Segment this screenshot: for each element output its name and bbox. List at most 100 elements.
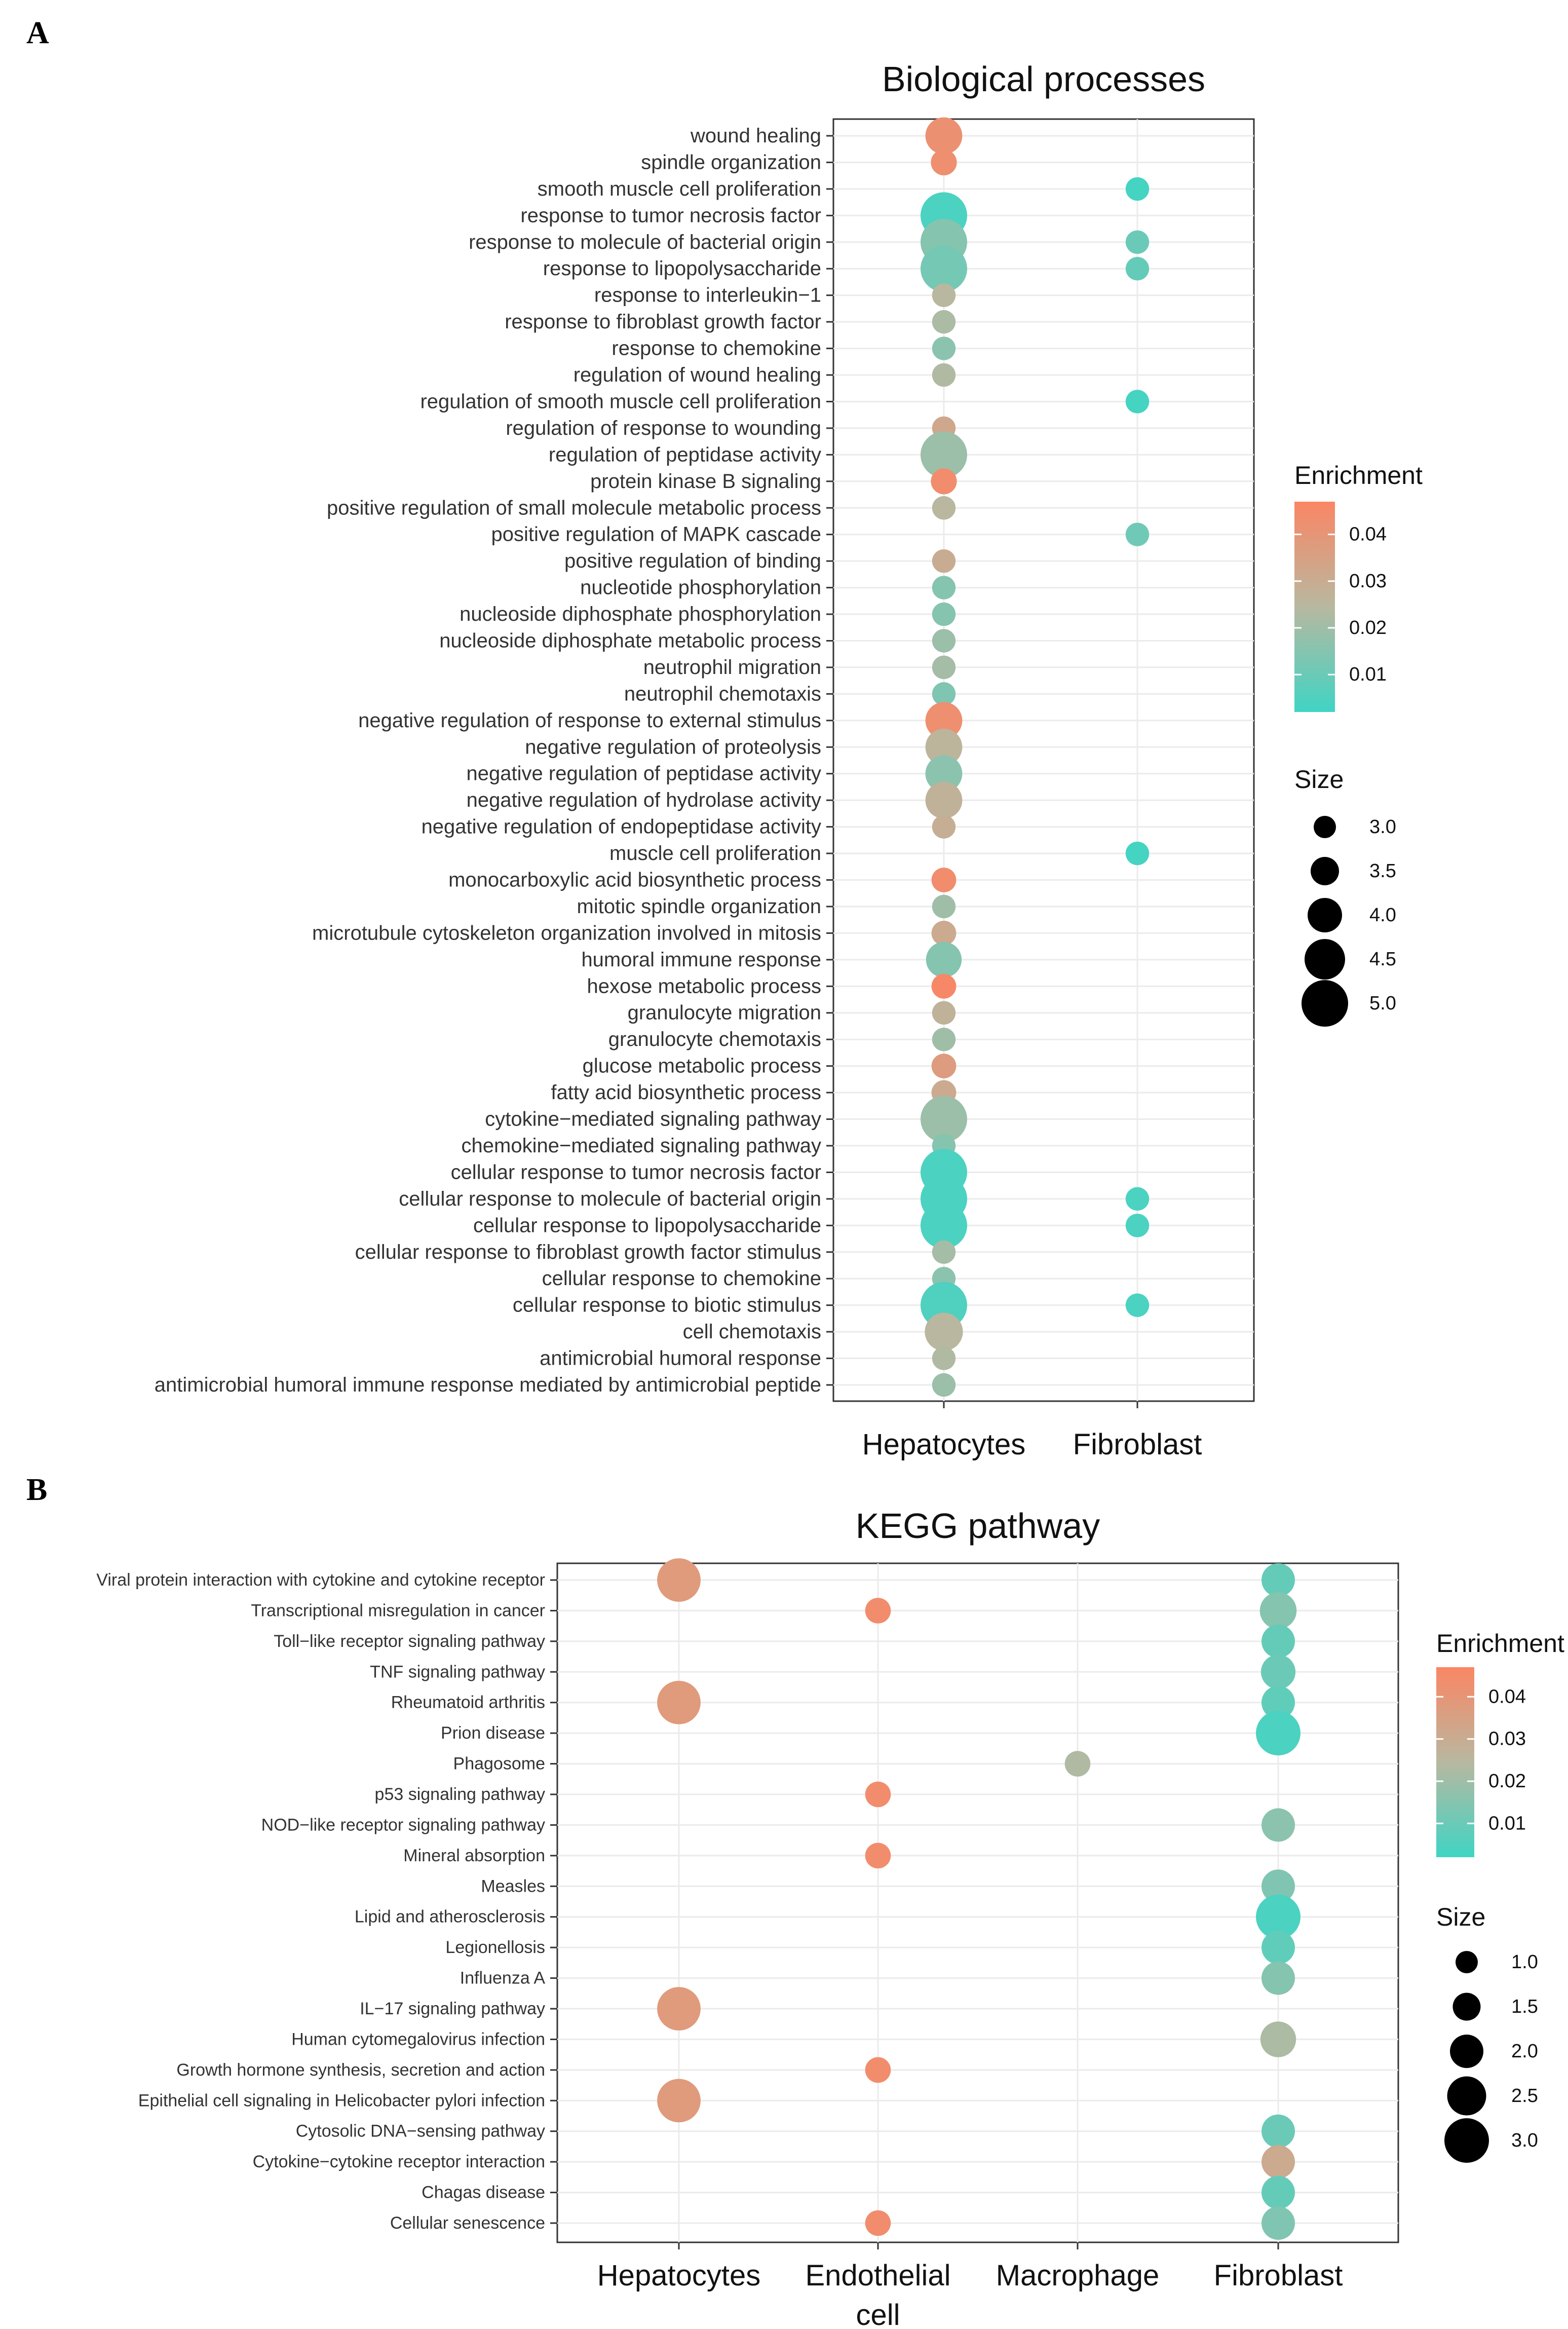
data-point — [1125, 177, 1150, 201]
y-tick-label: cellular response to lipopolysaccharide — [473, 1214, 821, 1236]
data-point — [932, 496, 956, 520]
data-point — [932, 310, 956, 334]
y-tick-label: muscle cell proliferation — [609, 842, 821, 865]
y-tick-label: response to molecule of bacterial origin — [469, 231, 821, 253]
y-tick-label: regulation of smooth muscle cell prolife… — [420, 390, 821, 412]
data-point — [932, 1027, 956, 1051]
legend-size-label: 2.0 — [1511, 2041, 1538, 2062]
y-tick-label: granulocyte migration — [628, 1002, 821, 1024]
legend-size-key — [1314, 816, 1336, 838]
data-point — [931, 468, 957, 495]
y-tick-label: hexose metabolic process — [587, 975, 821, 997]
y-tick-label: Legionellosis — [445, 1938, 545, 1957]
data-point — [932, 283, 956, 307]
y-tick-label: cellular response to fibroblast growth f… — [355, 1241, 821, 1263]
y-tick-label: regulation of peptidase activity — [549, 443, 821, 466]
y-tick-label: Cytokine−cytokine receptor interaction — [253, 2152, 545, 2171]
y-tick-label: nucleoside diphosphate phosphorylation — [460, 603, 821, 625]
x-tick-label-line: Endothelial — [806, 2259, 951, 2292]
legend-size-key — [1447, 2076, 1486, 2116]
y-tick-label: cell chemotaxis — [683, 1321, 821, 1343]
data-point — [1256, 1894, 1301, 1939]
panel-a-biological-processes: Biological processes Hepatocytes Fibroblas… — [155, 59, 1423, 1461]
legend-size-key — [1456, 1951, 1478, 1973]
y-tick-label: Phagosome — [453, 1754, 545, 1774]
y-tick-label: granulocyte chemotaxis — [608, 1028, 821, 1050]
x-tick-label: Macrophage — [996, 2259, 1159, 2292]
legend-size-label: 3.0 — [1511, 2130, 1538, 2151]
y-tick-label: Cytosolic DNA−sensing pathway — [296, 2122, 545, 2141]
y-tick-label: Growth hormone synthesis, secretion and … — [176, 2060, 545, 2080]
data-point — [1125, 230, 1150, 254]
y-tick-label: nucleotide phosphorylation — [580, 577, 821, 599]
y-tick-label: cellular response to molecule of bacteri… — [399, 1188, 821, 1210]
legend-size-key — [1302, 980, 1348, 1027]
legend-size-label: 3.5 — [1369, 860, 1396, 882]
data-point — [1261, 2175, 1295, 2209]
data-point — [925, 117, 963, 155]
legend-color-label: 0.04 — [1349, 524, 1387, 545]
data-point — [931, 1054, 957, 1079]
y-tick-label: spindle organization — [641, 151, 821, 173]
y-tick-label: Lipid and atherosclerosis — [355, 1907, 545, 1927]
y-tick-label: Rheumatoid arthritis — [391, 1693, 545, 1712]
x-tick-label: Fibroblast — [1214, 2259, 1343, 2292]
y-tick-label: mitotic spindle organization — [577, 895, 821, 918]
y-tick-label: response to tumor necrosis factor — [520, 204, 821, 227]
data-point — [657, 1987, 701, 2031]
y-tick-label: neutrophil chemotaxis — [624, 683, 821, 705]
data-point — [865, 1598, 891, 1624]
chart-title: Biological processes — [882, 59, 1205, 99]
data-point — [1125, 522, 1150, 546]
x-tick-label: Fibroblast — [1073, 1428, 1202, 1461]
legend-size-label: 3.0 — [1369, 816, 1396, 838]
data-point — [1261, 1931, 1295, 1965]
legend-size-title: Size — [1436, 1903, 1485, 1931]
legend-size-label: 4.0 — [1369, 905, 1396, 926]
x-tick-label: Endothelial cell — [806, 2259, 951, 2329]
x-tick-label: Hepatocytes — [597, 2259, 760, 2292]
data-point — [1259, 1592, 1297, 1629]
data-point — [1125, 257, 1150, 281]
data-point — [1261, 1563, 1295, 1597]
legend-size-key — [1444, 2118, 1489, 2163]
legend-size-key — [1305, 939, 1345, 980]
data-point — [932, 1240, 956, 1264]
data-point — [1260, 2021, 1296, 2057]
data-point — [1261, 1624, 1295, 1658]
y-tick-label: wound healing — [690, 125, 821, 147]
data-point — [657, 1558, 701, 1602]
data-point — [1261, 1808, 1295, 1842]
plot-panel — [556, 1562, 1399, 2243]
y-tick-label: positive regulation of binding — [564, 550, 821, 572]
data-point — [925, 755, 963, 793]
legend-size-key — [1308, 898, 1342, 932]
y-tick-label: Transcriptional misregulation in cancer — [251, 1601, 545, 1620]
legend-color-label: 0.03 — [1488, 1729, 1526, 1750]
data-point — [931, 868, 957, 892]
y-tick-label: regulation of wound healing — [573, 364, 821, 386]
legend-size-title: Size — [1294, 765, 1344, 794]
y-tick-label: Toll−like receptor signaling pathway — [274, 1632, 545, 1651]
data-point — [932, 1373, 956, 1397]
y-tick-label: cellular response to chemokine — [542, 1267, 821, 1290]
data-point — [932, 629, 956, 653]
y-tick-label: fatty acid biosynthetic process — [551, 1081, 821, 1104]
y-tick-label: monocarboxylic acid biosynthetic process — [448, 869, 821, 891]
chart-title: KEGG pathway — [856, 1506, 1100, 1546]
legend-size-label: 1.5 — [1511, 1996, 1538, 2017]
data-point — [921, 1202, 967, 1249]
y-tick-label: glucose metabolic process — [583, 1055, 821, 1077]
data-point — [926, 942, 962, 978]
data-point — [1261, 2114, 1295, 2148]
y-tick-label: smooth muscle cell proliferation — [538, 178, 821, 200]
y-tick-label: microtubule cytoskeleton organization in… — [312, 922, 821, 944]
legend-size-key — [1311, 857, 1339, 885]
legend-color-label: 0.04 — [1488, 1686, 1526, 1707]
x-tick-label-line: cell — [856, 2299, 900, 2329]
data-point — [657, 1680, 701, 1724]
data-point — [932, 576, 956, 599]
data-point — [925, 781, 963, 819]
y-tick-label: Cellular senescence — [390, 2213, 545, 2233]
